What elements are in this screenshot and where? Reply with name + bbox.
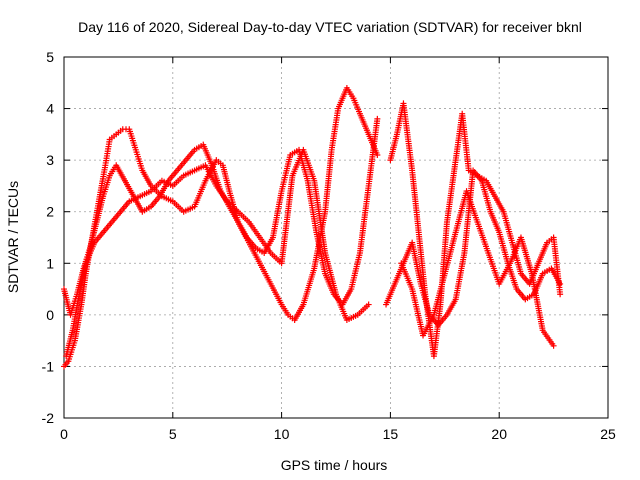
y-tick-label: 5 [46,49,54,65]
y-tick-label: 3 [46,152,54,168]
y-tick-label: 2 [46,204,54,220]
plot-frame [63,56,609,419]
x-tick-label: 25 [600,426,616,442]
x-tick-label: 0 [60,426,68,442]
y-tick-label: 1 [46,255,54,271]
data-point [365,301,372,308]
y-axis-label: SDTVAR / TECUs [5,181,21,293]
ticks: 0 5 10 15 20 25 -2 -1 0 1 2 3 4 5 [42,49,616,442]
x-tick-label: 15 [383,426,399,442]
data-point [374,115,381,122]
x-tick-label: 10 [274,426,290,442]
y-tick-label: 4 [46,101,54,117]
grid [64,57,608,418]
y-tick-label: -2 [42,410,55,426]
data-point [557,291,564,298]
x-tick-label: 20 [491,426,507,442]
y-tick-label: 0 [46,307,54,323]
y-tick-label: -1 [42,358,55,374]
chart-title: Day 116 of 2020, Sidereal Day-to-day VTE… [78,19,582,35]
data-point [550,342,557,349]
axes [63,56,609,419]
x-axis-label: GPS time / hours [281,457,388,473]
x-tick-label: 5 [169,426,177,442]
data-point [557,280,564,287]
data-points [61,84,564,370]
